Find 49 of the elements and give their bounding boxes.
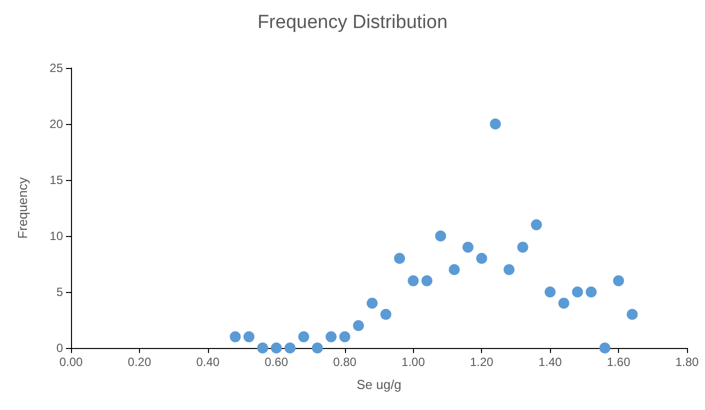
y-tick-label: 25: [50, 61, 64, 75]
x-tick-label: 1.80: [675, 355, 699, 369]
point: [243, 331, 254, 342]
point: [517, 242, 528, 253]
point: [421, 275, 432, 286]
point: [476, 252, 488, 264]
point: [366, 298, 378, 309]
point: [504, 264, 515, 276]
x-axis-title: Se ug/g: [356, 377, 402, 392]
x-tick-label: 0.00: [59, 355, 83, 369]
x-tick-label: 1.00: [402, 355, 426, 369]
x-tick-label: 0.60: [264, 355, 288, 369]
y-tick-label: 0: [56, 341, 64, 355]
point: [298, 331, 310, 342]
point: [339, 331, 350, 342]
x-tick-label: 0.80: [333, 355, 357, 369]
point: [435, 230, 446, 242]
point: [544, 286, 556, 298]
point: [490, 118, 501, 130]
point: [408, 275, 419, 286]
x-tick-label: 1.20: [470, 355, 494, 369]
y-axis-title: Frequency: [15, 176, 30, 239]
x-tick-label: 1.40: [538, 355, 562, 369]
point: [613, 275, 624, 286]
point: [284, 342, 296, 354]
y-tick-label: 15: [50, 173, 64, 187]
point: [530, 219, 542, 230]
point: [312, 342, 323, 354]
point: [448, 264, 460, 276]
point: [462, 242, 474, 253]
point: [626, 308, 638, 320]
point: [326, 331, 337, 342]
point: [230, 331, 241, 342]
y-tick-label: 10: [50, 229, 64, 243]
x-tick-label: 0.20: [128, 355, 152, 369]
point: [572, 286, 583, 298]
x-tick-label: 0.40: [196, 355, 220, 369]
point: [270, 342, 282, 354]
x-tick-label: 1.60: [606, 355, 631, 369]
point: [586, 286, 597, 298]
point: [352, 320, 364, 332]
y-tick-label: 5: [56, 285, 64, 299]
point: [558, 298, 570, 309]
point: [599, 342, 610, 354]
point: [257, 342, 268, 354]
point: [394, 252, 406, 264]
point: [380, 308, 392, 320]
chart-title: Frequency Distribution: [257, 12, 448, 33]
y-tick-label: 20: [50, 117, 64, 131]
